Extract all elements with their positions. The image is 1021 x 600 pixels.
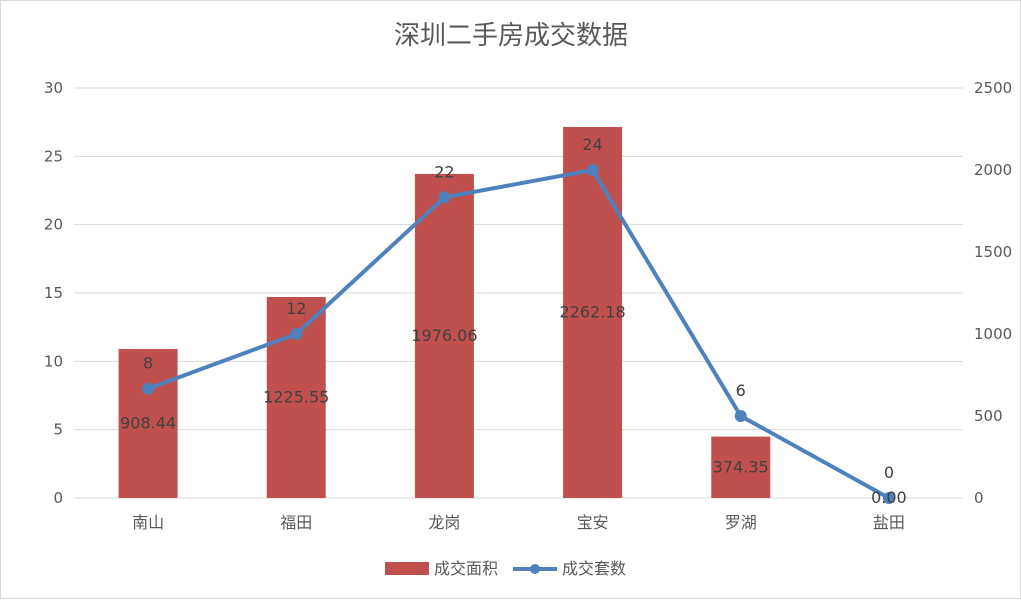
line-data-label: 24 bbox=[582, 135, 602, 154]
chart-title: 深圳二手房成交数据 bbox=[394, 21, 628, 51]
bar bbox=[563, 127, 623, 499]
bar-data-label: 908.44 bbox=[120, 414, 176, 433]
bar-data-label: 1976.06 bbox=[411, 326, 477, 345]
right-tick-label: 2500 bbox=[974, 79, 1012, 97]
data-labels: 908.44 1225.55 1976.06 2262.18 374.35 0.00 8 12… bbox=[120, 135, 907, 507]
line-point bbox=[882, 492, 895, 504]
line-data-label: 6 bbox=[736, 381, 746, 400]
category-label: 宝安 bbox=[577, 513, 609, 532]
line-point bbox=[586, 164, 599, 176]
right-tick-label: 0 bbox=[974, 489, 984, 507]
line-path bbox=[146, 168, 891, 500]
category-axis: 南山 福田 龙岗 宝安 罗湖 盐田 bbox=[132, 513, 905, 532]
line-point bbox=[438, 191, 451, 204]
right-tick-label: 500 bbox=[974, 407, 1003, 425]
category-label: 南山 bbox=[132, 513, 164, 532]
category-label: 盐田 bbox=[873, 513, 905, 532]
left-tick-label: 0 bbox=[53, 489, 63, 507]
right-axis: 0 500 1000 1500 2000 2500 bbox=[974, 79, 1012, 507]
category-label: 罗湖 bbox=[725, 513, 757, 532]
left-tick-label: 25 bbox=[44, 147, 63, 165]
legend-swatch-count-marker bbox=[530, 564, 540, 574]
bar bbox=[118, 349, 178, 498]
legend-label-count: 成交套数 bbox=[562, 559, 626, 578]
line-data-label: 22 bbox=[434, 162, 454, 181]
line-data-label: 8 bbox=[143, 354, 153, 373]
right-tick-label: 2000 bbox=[974, 161, 1012, 179]
category-label: 福田 bbox=[280, 513, 312, 532]
left-tick-label: 15 bbox=[44, 284, 63, 302]
left-axis: 0 5 10 15 20 25 30 bbox=[44, 79, 63, 507]
left-tick-label: 30 bbox=[44, 79, 63, 97]
category-label: 龙岗 bbox=[428, 513, 460, 532]
line-data-label: 12 bbox=[286, 299, 306, 318]
bar bbox=[414, 173, 474, 499]
legend: 成交面积 成交套数 bbox=[385, 559, 626, 578]
left-tick-label: 5 bbox=[53, 421, 63, 439]
bar-data-label: 1225.55 bbox=[263, 388, 329, 407]
bar-series bbox=[118, 127, 771, 499]
left-tick-label: 20 bbox=[44, 216, 63, 234]
line-series bbox=[142, 164, 895, 504]
legend-swatch-area bbox=[385, 562, 429, 575]
bar-data-label: 2262.18 bbox=[559, 303, 625, 322]
line-point bbox=[142, 382, 155, 395]
legend-label-area: 成交面积 bbox=[434, 559, 498, 578]
gridlines bbox=[74, 87, 963, 499]
line-point bbox=[290, 328, 303, 340]
right-tick-label: 1500 bbox=[974, 243, 1012, 261]
right-tick-label: 1000 bbox=[974, 325, 1012, 343]
bar-data-label: 0.00 bbox=[871, 488, 907, 507]
line-point bbox=[734, 410, 747, 422]
left-tick-label: 10 bbox=[44, 352, 63, 370]
bar bbox=[711, 436, 771, 498]
line-data-label: 0 bbox=[884, 463, 894, 482]
bar-data-label: 374.35 bbox=[713, 457, 769, 476]
